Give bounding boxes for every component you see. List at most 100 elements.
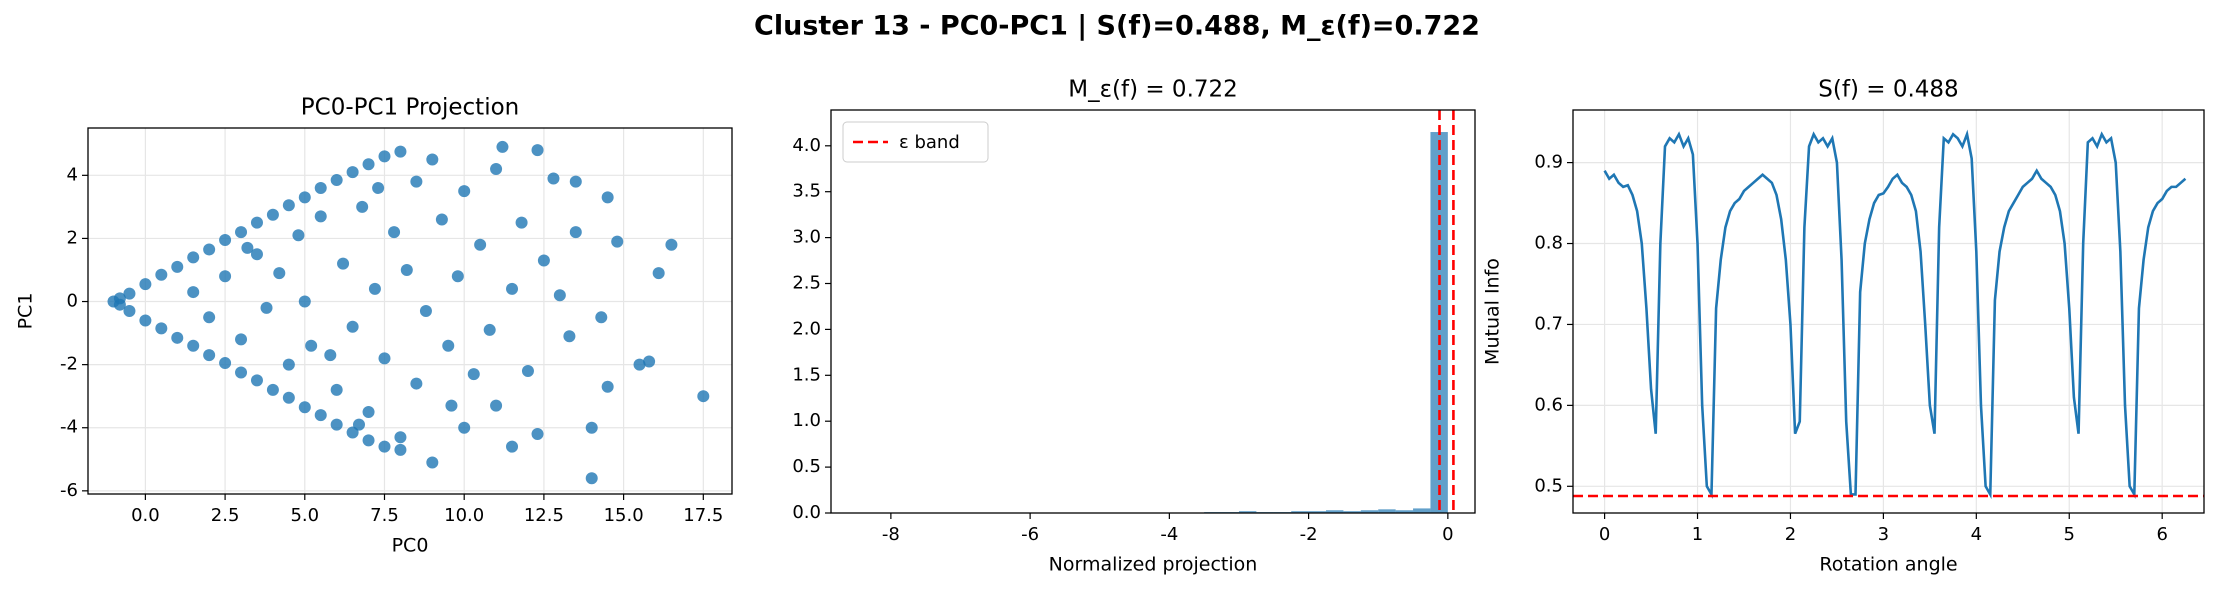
y-tick-label: 2.0 [792, 318, 821, 339]
y-axis-label: PC1 [15, 293, 37, 330]
y-tick-label: 0.5 [792, 456, 821, 477]
plot-area [1573, 129, 2204, 500]
y-tick-label: -6 [60, 480, 78, 501]
y-tick-label: -4 [60, 417, 78, 438]
x-tick-label: 5 [2064, 524, 2075, 545]
point [553, 289, 566, 302]
point [171, 331, 184, 344]
point [451, 270, 464, 283]
y-tick-label: 1.5 [792, 364, 821, 385]
legend-box [842, 121, 989, 163]
point [563, 330, 576, 343]
x-tick-label: -8 [882, 524, 900, 545]
point [352, 418, 365, 431]
point [250, 248, 263, 261]
subplot-title: M_ε(f) = 0.722 [1068, 77, 1238, 103]
point [419, 305, 432, 317]
point [483, 323, 496, 336]
point [531, 428, 544, 441]
x-axis-label: PC0 [392, 535, 429, 557]
point [490, 163, 503, 176]
point [643, 355, 656, 368]
x-tick-label: 0 [1442, 524, 1453, 545]
figure-title: Cluster 13 - PC0-PC1 | S(f)=0.488, M_ε(f… [754, 11, 1480, 42]
y-tick-label: 0.7 [1534, 313, 1563, 334]
point [697, 390, 710, 403]
point [235, 333, 248, 346]
point [266, 208, 279, 221]
y-tick-label: 0.8 [1534, 233, 1563, 254]
axes-frame [1572, 109, 2205, 514]
point [203, 311, 216, 324]
point [282, 199, 295, 212]
point [442, 339, 455, 352]
point [372, 181, 385, 194]
point [219, 357, 232, 370]
point [569, 175, 582, 188]
bar [1308, 511, 1327, 513]
point [394, 145, 407, 158]
point [521, 364, 534, 377]
bar [1238, 511, 1257, 513]
point [260, 301, 273, 314]
x-tick-label: 12.5 [524, 505, 564, 526]
point [611, 235, 624, 248]
point [187, 286, 200, 299]
point [292, 229, 305, 242]
point [537, 254, 550, 267]
point [314, 181, 327, 194]
plot-area [1204, 110, 1455, 513]
point [496, 140, 509, 153]
bar [1413, 508, 1431, 513]
bar [1291, 511, 1309, 513]
x-tick-label: 4 [1971, 524, 1982, 545]
point [266, 383, 279, 396]
point [155, 322, 168, 335]
x-tick-label: 1 [1692, 524, 1703, 545]
line [1603, 129, 2187, 500]
point [633, 358, 646, 371]
axes-frame [830, 109, 1476, 514]
point [314, 409, 327, 422]
point [585, 421, 598, 434]
y-tick-label: 4.0 [792, 135, 821, 156]
x-tick-label: -4 [1160, 524, 1178, 545]
point [235, 366, 248, 379]
point [219, 270, 232, 283]
subplot-title: S(f) = 0.488 [1818, 77, 1958, 103]
point [547, 172, 560, 185]
subplot-title: PC0-PC1 Projection [301, 95, 519, 121]
x-tick-label: 0 [1599, 524, 1610, 545]
point [394, 443, 407, 456]
point [601, 380, 614, 393]
y-tick-label: 2 [67, 227, 78, 248]
point [314, 210, 327, 223]
x-tick-label: 2 [1785, 524, 1796, 545]
point [187, 339, 200, 352]
point [356, 200, 369, 213]
x-tick-label: 2.5 [211, 505, 240, 526]
point [362, 405, 375, 418]
point [298, 401, 311, 414]
y-tick-label: 2.5 [792, 273, 821, 294]
point [155, 268, 168, 281]
y-tick-label: 0.0 [792, 502, 821, 523]
x-tick-label: 15.0 [604, 505, 644, 526]
point [330, 383, 343, 396]
y-tick-label: 3.0 [792, 227, 821, 248]
point [410, 377, 423, 390]
y-axis-label: Mutual Info [1482, 258, 1504, 365]
legend-label: ε band [899, 132, 960, 153]
plot-area [107, 140, 710, 485]
y-tick-label: 1.0 [792, 410, 821, 431]
bar [1326, 510, 1344, 513]
x-tick-label: 5.0 [290, 505, 319, 526]
point [113, 298, 126, 311]
point [388, 226, 401, 239]
point [282, 358, 295, 371]
y-tick-label: 4 [67, 164, 78, 185]
axes-frame [87, 127, 733, 495]
point [665, 238, 678, 251]
y-tick-label: 0.9 [1534, 152, 1563, 173]
